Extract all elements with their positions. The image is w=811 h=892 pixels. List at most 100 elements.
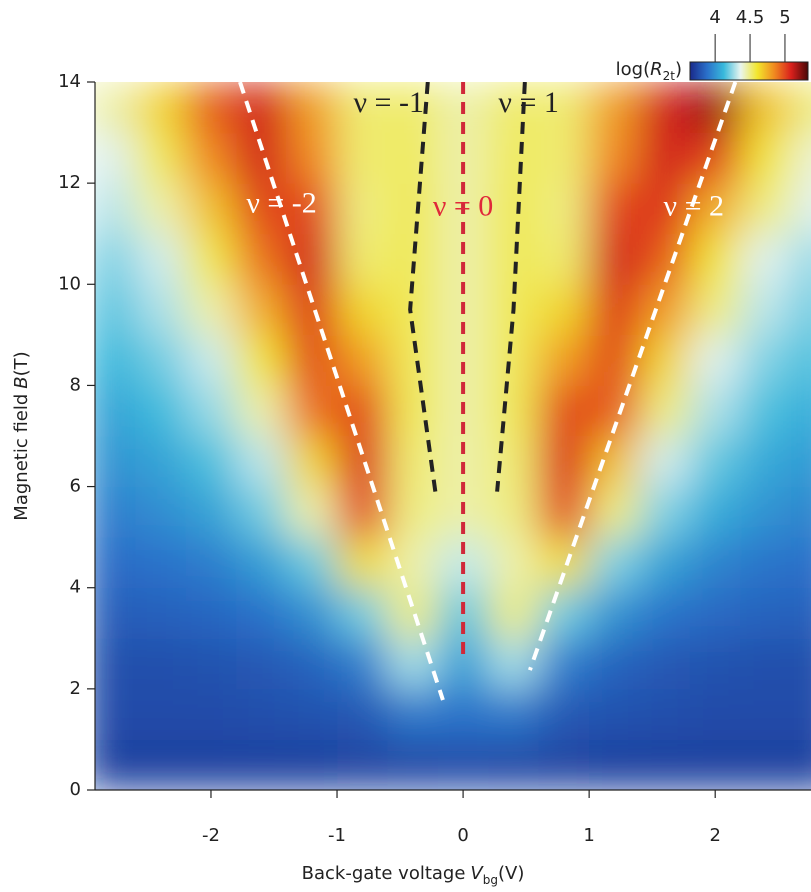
colorbar-label-subscript: 2t [663, 69, 676, 83]
heatmap-cell [286, 82, 338, 134]
y-axis-label: Magnetic field B(T) [11, 351, 32, 520]
colorbar-label-symbol: R [650, 59, 663, 80]
x-tick-label: -2 [202, 825, 220, 846]
heatmap-cell [740, 587, 792, 639]
x-axis-label-unit: (V) [498, 863, 524, 884]
heatmap-cell [387, 638, 439, 690]
heatmap-cell [488, 486, 540, 538]
heatmap-cell [185, 385, 237, 437]
heatmap-cell [337, 82, 388, 134]
heatmap-cell [740, 82, 792, 134]
heatmap-cell [387, 739, 439, 790]
heatmap-cell [790, 688, 811, 740]
heatmap-cell [135, 82, 187, 134]
heatmap-cell [538, 284, 590, 336]
heatmap-cell [689, 486, 741, 538]
heatmap-cell [790, 132, 811, 184]
heatmap-cell [236, 486, 288, 538]
heatmap-cell [589, 334, 641, 386]
heatmap-cell [538, 82, 590, 134]
heatmap-cell [639, 233, 691, 285]
heatmap-cell [185, 688, 237, 740]
heatmap-cell [488, 739, 540, 790]
heatmap-cell [286, 688, 338, 740]
plot-area: ν = -2 ν = -1 ν = 0 ν = 1 ν = 2 [95, 82, 811, 790]
heatmap-cell [689, 587, 741, 639]
heatmap-cell [135, 537, 187, 589]
heatmap-cell [488, 132, 540, 184]
heatmap-cell [488, 638, 540, 690]
heatmap-cell [185, 739, 237, 790]
heatmap-cell [790, 284, 811, 336]
heatmap-cell [790, 587, 811, 639]
heatmap-cell [185, 638, 237, 690]
heatmap-cell [538, 233, 590, 285]
y-axis-label-symbol: B [11, 376, 32, 388]
heatmap-cell [135, 385, 187, 437]
heatmap-cell [236, 436, 288, 488]
heatmap-cell [689, 233, 741, 285]
heatmap-cell [95, 688, 136, 740]
x-axis-label-subscript: bg [483, 873, 498, 887]
heatmap-cell [639, 385, 691, 437]
heatmap-cell [639, 183, 691, 235]
heatmap-cell [185, 486, 237, 538]
heatmap-cell [185, 587, 237, 639]
heatmap-cell [689, 739, 741, 790]
heatmap-cell [135, 233, 187, 285]
heatmap-cell [689, 284, 741, 336]
heatmap-cell [286, 183, 338, 235]
heatmap-cell [185, 436, 237, 488]
heatmap-cell [236, 334, 288, 386]
x-tick-label: 1 [583, 825, 594, 846]
heatmap-cell [689, 334, 741, 386]
heatmap-cell [589, 587, 641, 639]
heatmap-cell [95, 739, 136, 790]
heatmap-cell [337, 385, 388, 437]
heatmap-cell [740, 486, 792, 538]
heatmap-cell [790, 334, 811, 386]
y-tick-label: 6 [70, 476, 81, 497]
heatmap-cell [236, 233, 288, 285]
heatmap-cell [689, 385, 741, 437]
heatmap-cell [639, 486, 691, 538]
heatmap-cell [337, 183, 388, 235]
colorbar-tick-label: 4.5 [736, 7, 765, 28]
heatmap-cell [488, 688, 540, 740]
x-axis-label: Back-gate voltage Vbg(V) [302, 863, 525, 887]
heatmap-cell [437, 688, 489, 740]
heatmap-cell [538, 334, 590, 386]
heatmap-cell [286, 334, 338, 386]
heatmap-cell [437, 132, 489, 184]
heatmap-cell [95, 334, 136, 386]
heatmap-cell [790, 82, 811, 134]
heatmap-cell [538, 537, 590, 589]
heatmap-cell [589, 233, 641, 285]
heatmap-cell [639, 284, 691, 336]
heatmap-cell [387, 233, 439, 285]
heatmap-cell [185, 233, 237, 285]
heatmap-cell [790, 436, 811, 488]
heatmap-cell [387, 183, 439, 235]
heatmap-cell [185, 183, 237, 235]
heatmap-cell [589, 537, 641, 589]
heatmap-cell [337, 537, 388, 589]
heatmap-cell [740, 334, 792, 386]
heatmap-cell [236, 537, 288, 589]
heatmap-cell [95, 233, 136, 285]
heatmap-cell [286, 739, 338, 790]
heatmap-cell [337, 486, 388, 538]
heatmap-cell [185, 284, 237, 336]
colorbar-label-unit: ) [675, 59, 682, 80]
heatmap-cell [538, 132, 590, 184]
heatmap-cell [286, 486, 338, 538]
heatmap-cell [689, 183, 741, 235]
colorbar-label: log(R2t) [616, 59, 682, 83]
heatmap-cell [790, 233, 811, 285]
heatmap-cell [185, 132, 237, 184]
x-tick-label: 0 [457, 825, 468, 846]
heatmap-cell [538, 486, 590, 538]
y-tick-label: 8 [70, 374, 81, 395]
heatmap-cell [95, 132, 136, 184]
filling-factor-line [408, 82, 438, 492]
